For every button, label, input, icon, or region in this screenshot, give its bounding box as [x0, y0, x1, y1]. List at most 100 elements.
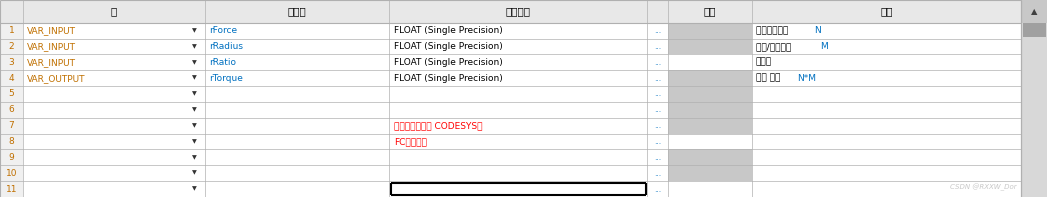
Text: ...: ...	[654, 58, 661, 67]
Polygon shape	[647, 134, 668, 150]
Text: ▼: ▼	[193, 91, 197, 97]
Polygon shape	[23, 150, 205, 165]
Polygon shape	[0, 134, 23, 150]
Text: ▼: ▼	[193, 60, 197, 65]
Polygon shape	[23, 38, 205, 54]
Text: 类: 类	[111, 6, 117, 16]
Text: 常量: 常量	[704, 6, 716, 16]
Polygon shape	[1021, 0, 1047, 23]
Polygon shape	[389, 118, 647, 134]
Polygon shape	[647, 23, 668, 38]
Text: ▼: ▼	[193, 139, 197, 144]
Polygon shape	[647, 54, 668, 70]
Text: 螺丝/螺母半径: 螺丝/螺母半径	[756, 42, 794, 51]
Polygon shape	[0, 118, 23, 134]
Polygon shape	[668, 70, 752, 86]
Polygon shape	[647, 86, 668, 102]
Text: M: M	[820, 42, 827, 51]
Polygon shape	[752, 102, 1021, 118]
Polygon shape	[752, 134, 1021, 150]
Polygon shape	[752, 54, 1021, 70]
Text: ▼: ▼	[193, 123, 197, 128]
Text: VAR_INPUT: VAR_INPUT	[27, 26, 76, 35]
Text: ...: ...	[654, 169, 661, 178]
Polygon shape	[0, 181, 23, 197]
Text: 局部标签定义， CODESYS里: 局部标签定义， CODESYS里	[394, 121, 483, 130]
Text: 3: 3	[8, 58, 15, 67]
Polygon shape	[205, 150, 389, 165]
Polygon shape	[23, 134, 205, 150]
Text: FC即可完成: FC即可完成	[394, 137, 426, 146]
Polygon shape	[205, 70, 389, 86]
Polygon shape	[752, 118, 1021, 134]
Polygon shape	[205, 86, 389, 102]
Polygon shape	[752, 165, 1021, 181]
Polygon shape	[752, 38, 1021, 54]
Text: 减速比: 减速比	[756, 58, 772, 67]
Text: N: N	[815, 26, 821, 35]
Polygon shape	[389, 150, 647, 165]
Polygon shape	[205, 54, 389, 70]
Text: FLOAT (Single Precision): FLOAT (Single Precision)	[394, 42, 503, 51]
Polygon shape	[0, 70, 23, 86]
Text: VAR_INPUT: VAR_INPUT	[27, 42, 76, 51]
Text: ▲: ▲	[1030, 7, 1038, 16]
Text: ▼: ▼	[193, 76, 197, 81]
Text: ...: ...	[654, 153, 661, 162]
Text: 数据类型: 数据类型	[506, 6, 531, 16]
Text: 5: 5	[8, 89, 15, 98]
Text: VAR_OUTPUT: VAR_OUTPUT	[27, 74, 86, 83]
Text: ...: ...	[654, 185, 661, 194]
Text: 10: 10	[6, 169, 17, 178]
Polygon shape	[0, 102, 23, 118]
Polygon shape	[205, 134, 389, 150]
Text: rForce: rForce	[209, 26, 238, 35]
Polygon shape	[23, 70, 205, 86]
Polygon shape	[0, 54, 23, 70]
Text: 2: 2	[8, 42, 15, 51]
Polygon shape	[1021, 0, 1047, 197]
Polygon shape	[647, 70, 668, 86]
Polygon shape	[23, 102, 205, 118]
Polygon shape	[0, 0, 1021, 23]
Text: ▼: ▼	[193, 171, 197, 176]
Polygon shape	[752, 23, 1021, 38]
Polygon shape	[0, 150, 23, 165]
Polygon shape	[389, 102, 647, 118]
Polygon shape	[668, 86, 752, 102]
Polygon shape	[391, 183, 646, 195]
Text: ▼: ▼	[193, 155, 197, 160]
Polygon shape	[23, 165, 205, 181]
Polygon shape	[752, 181, 1021, 197]
Text: ...: ...	[654, 89, 661, 98]
Polygon shape	[0, 23, 23, 38]
Text: ▼: ▼	[193, 44, 197, 49]
Polygon shape	[389, 165, 647, 181]
Polygon shape	[205, 181, 389, 197]
Polygon shape	[668, 134, 752, 150]
Text: ...: ...	[654, 137, 661, 146]
Polygon shape	[205, 165, 389, 181]
Text: 4: 4	[8, 74, 15, 83]
Polygon shape	[647, 38, 668, 54]
Polygon shape	[668, 23, 752, 38]
Text: ▼: ▼	[193, 28, 197, 33]
Polygon shape	[668, 102, 752, 118]
Polygon shape	[23, 86, 205, 102]
Text: FLOAT (Single Precision): FLOAT (Single Precision)	[394, 58, 503, 67]
Polygon shape	[647, 150, 668, 165]
Polygon shape	[389, 181, 647, 197]
Polygon shape	[668, 118, 752, 134]
Polygon shape	[205, 38, 389, 54]
Polygon shape	[389, 134, 647, 150]
Text: 8: 8	[8, 137, 15, 146]
Polygon shape	[647, 165, 668, 181]
Polygon shape	[23, 118, 205, 134]
Polygon shape	[647, 181, 668, 197]
Text: VAR_INPUT: VAR_INPUT	[27, 58, 76, 67]
Polygon shape	[0, 86, 23, 102]
Text: 1: 1	[8, 26, 15, 35]
Polygon shape	[752, 70, 1021, 86]
Text: rTorque: rTorque	[209, 74, 243, 83]
Polygon shape	[205, 23, 389, 38]
